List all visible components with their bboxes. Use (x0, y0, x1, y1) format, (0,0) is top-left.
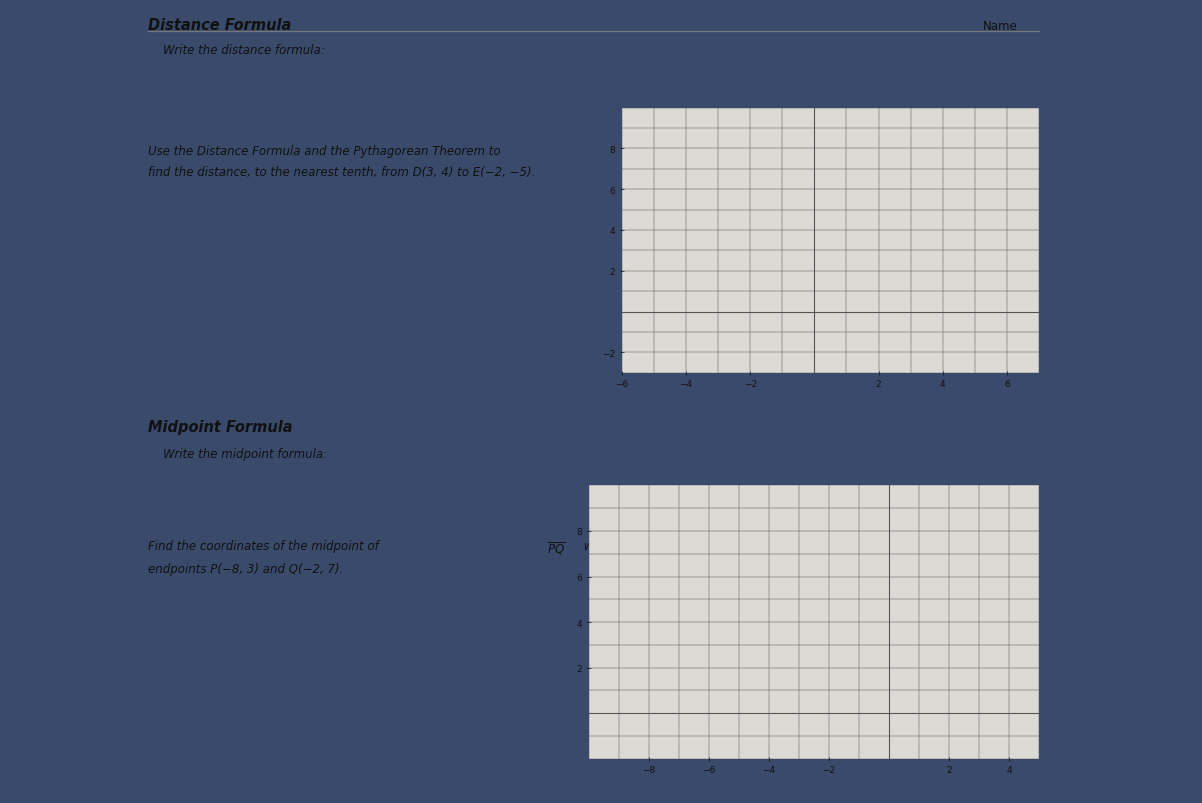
Text: endpoints P(−8, 3) and Q(−2, 7).: endpoints P(−8, 3) and Q(−2, 7). (148, 562, 344, 575)
Text: Find the coordinates of the midpoint of: Find the coordinates of the midpoint of (148, 540, 382, 552)
Text: $\overline{PQ}$: $\overline{PQ}$ (547, 540, 565, 556)
Text: Write the midpoint formula:: Write the midpoint formula: (148, 447, 327, 460)
Text: Use the Distance Formula and the Pythagorean Theorem to: Use the Distance Formula and the Pythago… (148, 145, 501, 157)
Text: Distance Formula: Distance Formula (148, 18, 292, 33)
Text: Name: Name (983, 20, 1018, 33)
Text: Midpoint Formula: Midpoint Formula (148, 419, 293, 434)
Text: Write the distance formula:: Write the distance formula: (148, 44, 325, 57)
Text: find the distance, to the nearest tenth, from D(3, 4) to E(−2, −5).: find the distance, to the nearest tenth,… (148, 166, 536, 179)
Text: with: with (579, 540, 608, 552)
